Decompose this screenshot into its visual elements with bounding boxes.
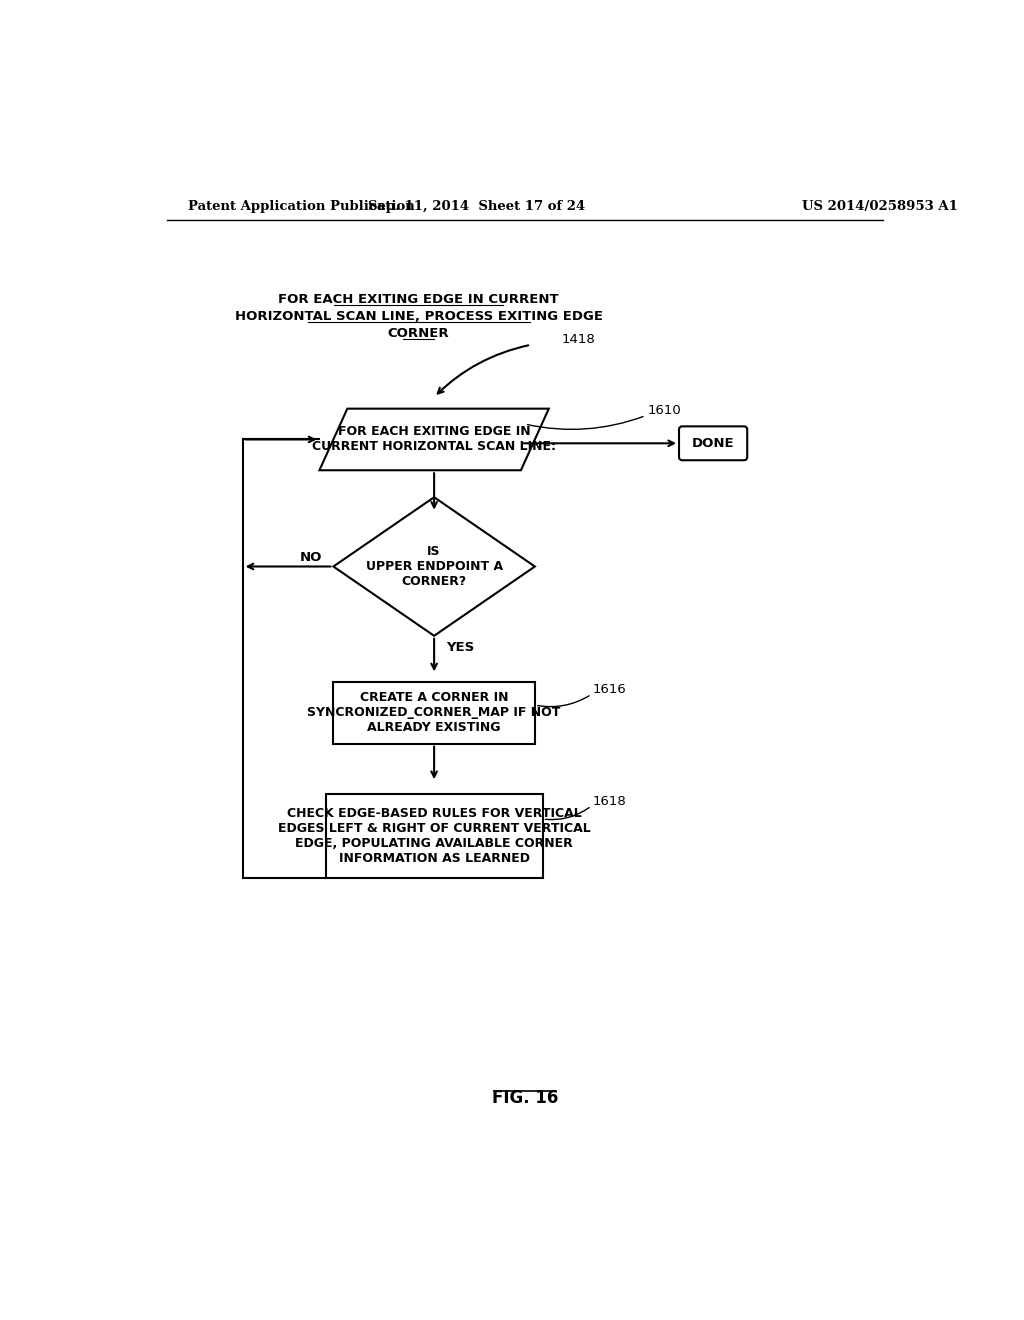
Text: IS
UPPER ENDPOINT A
CORNER?: IS UPPER ENDPOINT A CORNER? — [366, 545, 503, 587]
Text: HORIZONTAL SCAN LINE, PROCESS EXITING EDGE: HORIZONTAL SCAN LINE, PROCESS EXITING ED… — [234, 310, 603, 323]
Bar — [334, 682, 535, 743]
Text: DONE: DONE — [692, 437, 734, 450]
Text: YES: YES — [445, 640, 474, 653]
Text: FOR EACH EXITING EDGE IN
CURRENT HORIZONTAL SCAN LINE:: FOR EACH EXITING EDGE IN CURRENT HORIZON… — [312, 425, 556, 454]
Bar — [326, 793, 543, 878]
Text: CHECK EDGE-BASED RULES FOR VERTICAL
EDGES LEFT & RIGHT OF CURRENT VERTICAL
EDGE,: CHECK EDGE-BASED RULES FOR VERTICAL EDGE… — [278, 807, 591, 865]
Text: FOR EACH EXITING EDGE IN CURRENT: FOR EACH EXITING EDGE IN CURRENT — [279, 293, 559, 306]
Text: Patent Application Publication: Patent Application Publication — [188, 199, 415, 213]
Text: CORNER: CORNER — [388, 326, 450, 339]
Text: FIG. 16: FIG. 16 — [492, 1089, 558, 1106]
Text: US 2014/0258953 A1: US 2014/0258953 A1 — [802, 199, 958, 213]
Text: NO: NO — [300, 550, 323, 564]
Text: 1610: 1610 — [647, 404, 681, 417]
Text: 1618: 1618 — [593, 795, 627, 808]
Text: CREATE A CORNER IN
SYNCRONIZED_CORNER_MAP IF NOT
ALREADY EXISTING: CREATE A CORNER IN SYNCRONIZED_CORNER_MA… — [307, 692, 561, 734]
Text: 1418: 1418 — [562, 333, 596, 346]
Text: 1616: 1616 — [593, 684, 627, 696]
Text: Sep. 11, 2014  Sheet 17 of 24: Sep. 11, 2014 Sheet 17 of 24 — [368, 199, 586, 213]
